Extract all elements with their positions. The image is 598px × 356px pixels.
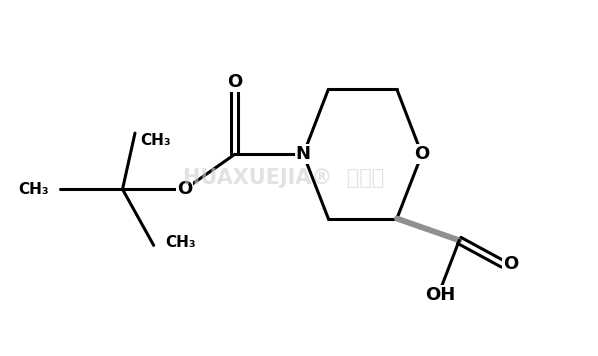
- Text: CH₃: CH₃: [165, 235, 196, 250]
- Text: HUAXUEJIA®  化学加: HUAXUEJIA® 化学加: [183, 168, 384, 188]
- Text: CH₃: CH₃: [19, 182, 49, 197]
- Text: N: N: [296, 145, 311, 163]
- Text: O: O: [503, 255, 518, 273]
- Text: O: O: [227, 73, 242, 91]
- Text: OH: OH: [425, 286, 456, 304]
- Text: CH₃: CH₃: [140, 133, 170, 148]
- Text: O: O: [177, 180, 193, 198]
- Text: O: O: [414, 145, 429, 163]
